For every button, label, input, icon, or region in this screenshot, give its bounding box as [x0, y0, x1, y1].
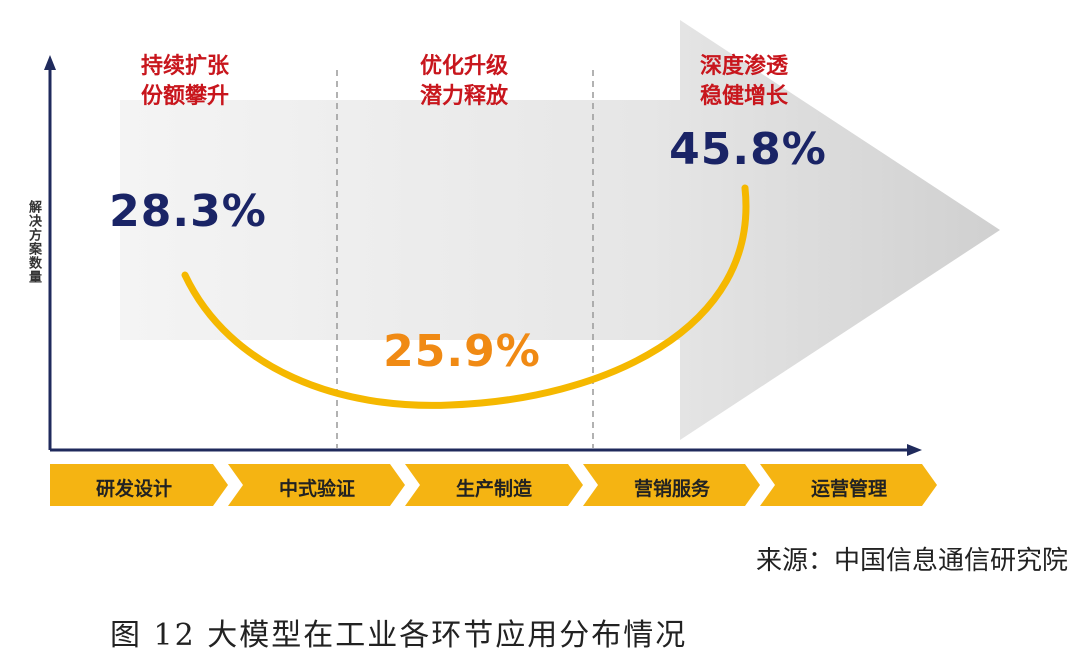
y-axis-head	[44, 55, 56, 70]
share-label: 25.9%	[383, 326, 541, 377]
share-label: 28.3%	[109, 186, 267, 237]
stage-label: 研发设计	[95, 478, 172, 500]
phase-title: 深度渗透 稳健增长	[699, 54, 788, 109]
background-arrow	[120, 20, 1000, 440]
stage-label: 营销服务	[633, 478, 710, 500]
phase-title: 持续扩张 份额攀升	[140, 54, 229, 109]
u-curve	[181, 184, 750, 409]
caption: 图 12 大模型在工业各环节应用分布情况	[110, 618, 688, 653]
stage-label: 生产制造	[455, 478, 532, 500]
x-axis-head	[907, 444, 922, 456]
source: 来源：中国信息通信研究院	[755, 546, 1068, 576]
stage-chevrons	[50, 464, 937, 506]
share-label: 45.8%	[669, 124, 827, 175]
stage-label: 中式验证	[278, 478, 355, 500]
phase-title: 优化升级 潜力释放	[419, 54, 508, 109]
y-axis-label: 解决方案数量	[26, 200, 41, 284]
stage-label: 运营管理	[810, 478, 887, 500]
